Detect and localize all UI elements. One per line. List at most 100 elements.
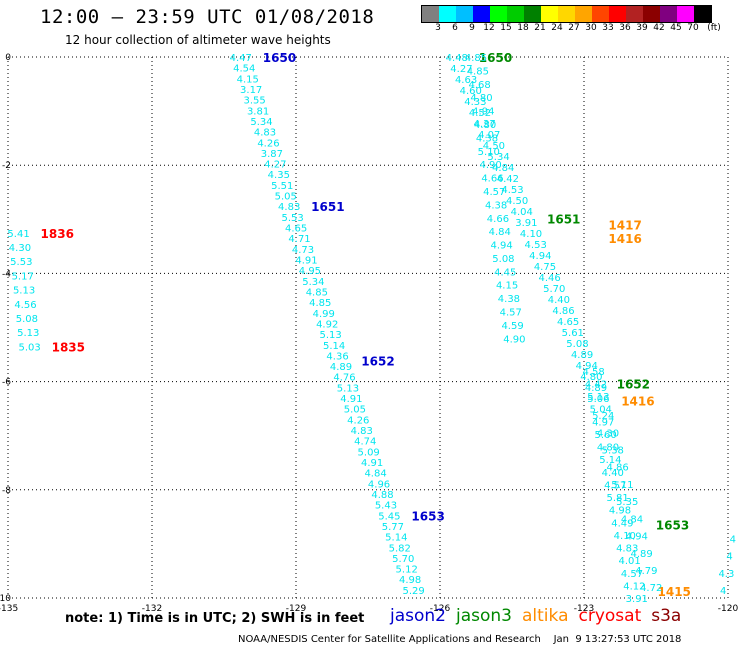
swh-value: 4.65 — [557, 317, 579, 328]
swh-value: 4.38 — [498, 294, 520, 305]
swh-value: 4.80 — [597, 443, 619, 454]
swh-value: 5.13 — [587, 392, 609, 403]
pass-time-label: 1835 — [52, 340, 85, 354]
swh-value: 4.80 — [474, 120, 496, 131]
x-tick-label: -126 — [430, 604, 451, 614]
swh-value: 4.26 — [257, 138, 279, 149]
colorbar-tick-label: 42 — [653, 23, 665, 33]
legend-cryosat: cryosat — [578, 606, 642, 626]
swh-value: 4.49 — [611, 518, 633, 529]
colorbar-tick-label: 39 — [636, 23, 648, 33]
colorbar-swatch — [575, 6, 592, 22]
x-tick-label: -120 — [718, 604, 739, 614]
colorbar-tick-label: 30 — [585, 23, 597, 33]
swh-value: 4.65 — [285, 224, 307, 235]
swh-value: 4.85 — [306, 287, 328, 298]
swh-value: 4.52 — [469, 108, 491, 119]
legend-jason2: jason2 — [390, 606, 446, 626]
swh-value: 4.83 — [351, 426, 373, 437]
swh-value: 5.13 — [17, 328, 39, 339]
swh-value: 4.10 — [520, 229, 542, 240]
colorbar-tick-label: 18 — [517, 23, 529, 33]
swh-value: 4.46 — [538, 273, 560, 284]
swh-value: 4.83 — [254, 128, 276, 139]
swh-value: 4.3 — [718, 569, 734, 580]
swh-value: 5.82 — [389, 543, 411, 554]
swh-value: 4 — [726, 552, 732, 563]
swh-value: 4.91 — [295, 255, 317, 266]
colorbar-swatch — [660, 6, 677, 22]
colorbar-tick-label: 24 — [551, 23, 563, 33]
swh-value: 5.77 — [382, 522, 404, 533]
colorbar-tick-label: 15 — [500, 23, 512, 33]
colorbar-tick-label: 3 — [435, 23, 441, 33]
swh-value: 4.48 — [446, 53, 468, 64]
swh-value: 5.81 — [606, 493, 628, 504]
swh-value: 4.94 — [626, 532, 648, 543]
colorbar-swatch — [626, 6, 643, 22]
swh-value: 4.86 — [606, 463, 628, 474]
footnote: note: 1) Time is in UTC; 2) SWH is in fe… — [65, 611, 365, 626]
swh-value: 4.40 — [548, 295, 570, 306]
pass-time-label: 1653 — [656, 519, 689, 533]
swh-value: 4.76 — [333, 373, 355, 384]
swh-value: 4.94 — [529, 251, 551, 262]
swh-value: 5.12 — [396, 565, 418, 576]
swh-value: 4.66 — [487, 214, 509, 225]
swh-value: 4.89 — [585, 383, 607, 394]
swh-value: 4.30 — [9, 243, 31, 254]
satellite-tracks: 4.474.544.153.173.553.815.344.834.263.87… — [7, 51, 736, 605]
swh-value: 5.17 — [12, 271, 34, 282]
swh-value: 5.70 — [543, 284, 565, 295]
swh-value: 4.15 — [237, 74, 259, 85]
swh-value: 4.50 — [506, 196, 528, 207]
swh-value: 5.43 — [375, 501, 397, 512]
swh-value: 4.42 — [585, 379, 607, 390]
swh-value: 5.53 — [10, 257, 32, 268]
colorbar-swatch — [694, 6, 711, 22]
swh-value: 4.12 — [623, 581, 645, 592]
swh-value: 4.79 — [635, 566, 657, 577]
swh-value: 5.38 — [602, 445, 624, 456]
colorbar-swatch — [507, 6, 524, 22]
swh-value: 4.30 — [597, 428, 619, 439]
colorbar-tick-label: 21 — [534, 23, 546, 33]
swh-value: 4.85 — [467, 66, 489, 77]
swh-value: 4.75 — [534, 262, 556, 273]
colorbar-ticks: 3 6 9 12 15 18 21 24 27 30 33 36 39 42 45 70 (ft) — [421, 23, 740, 37]
swh-value: 4.56 — [14, 300, 36, 311]
colorbar-swatch — [677, 6, 694, 22]
swh-value: 4.84 — [489, 227, 511, 238]
swh-value: 4.90 — [503, 334, 525, 345]
swh-value: 3.55 — [243, 96, 265, 107]
x-tick-label: -135 — [0, 604, 18, 614]
swh-colorbar — [421, 5, 712, 23]
swh-value: 5.24 — [592, 411, 614, 422]
colorbar-tick-label: 33 — [602, 23, 614, 33]
swh-value: 4.54 — [233, 64, 255, 75]
pass-time-label: 1415 — [658, 585, 691, 599]
colorbar-unit-label: (ft) — [707, 23, 721, 33]
swh-value: 4.57 — [621, 569, 643, 580]
swh-value: 4.60 — [460, 86, 482, 97]
swh-value: 5.34 — [487, 152, 509, 163]
swh-value: 5.08 — [16, 314, 38, 325]
swh-value: 4 — [720, 586, 726, 597]
pass-time-label: 1416 — [608, 232, 641, 246]
swh-value: 4.83 — [616, 544, 638, 555]
pass-time-label: 1650 — [263, 51, 296, 65]
pass-time-label: 1651 — [547, 213, 580, 227]
colorbar-tick-label: 70 — [687, 23, 699, 33]
swh-value: 3.87 — [261, 149, 283, 160]
x-tick-label: -123 — [574, 604, 594, 614]
swh-value: 4.01 — [618, 556, 640, 567]
swh-value: 4.53 — [525, 240, 547, 251]
swh-value: 4.40 — [602, 468, 624, 479]
swh-value: 4.47 — [230, 53, 252, 64]
swh-value: 4.53 — [501, 185, 523, 196]
pass-time-label: 1651 — [311, 200, 344, 214]
swh-value: 4.36 — [326, 351, 348, 362]
swh-value: 4.98 — [609, 506, 631, 517]
swh-value: 5.34 — [302, 277, 324, 288]
swh-value: 4.91 — [340, 394, 362, 405]
